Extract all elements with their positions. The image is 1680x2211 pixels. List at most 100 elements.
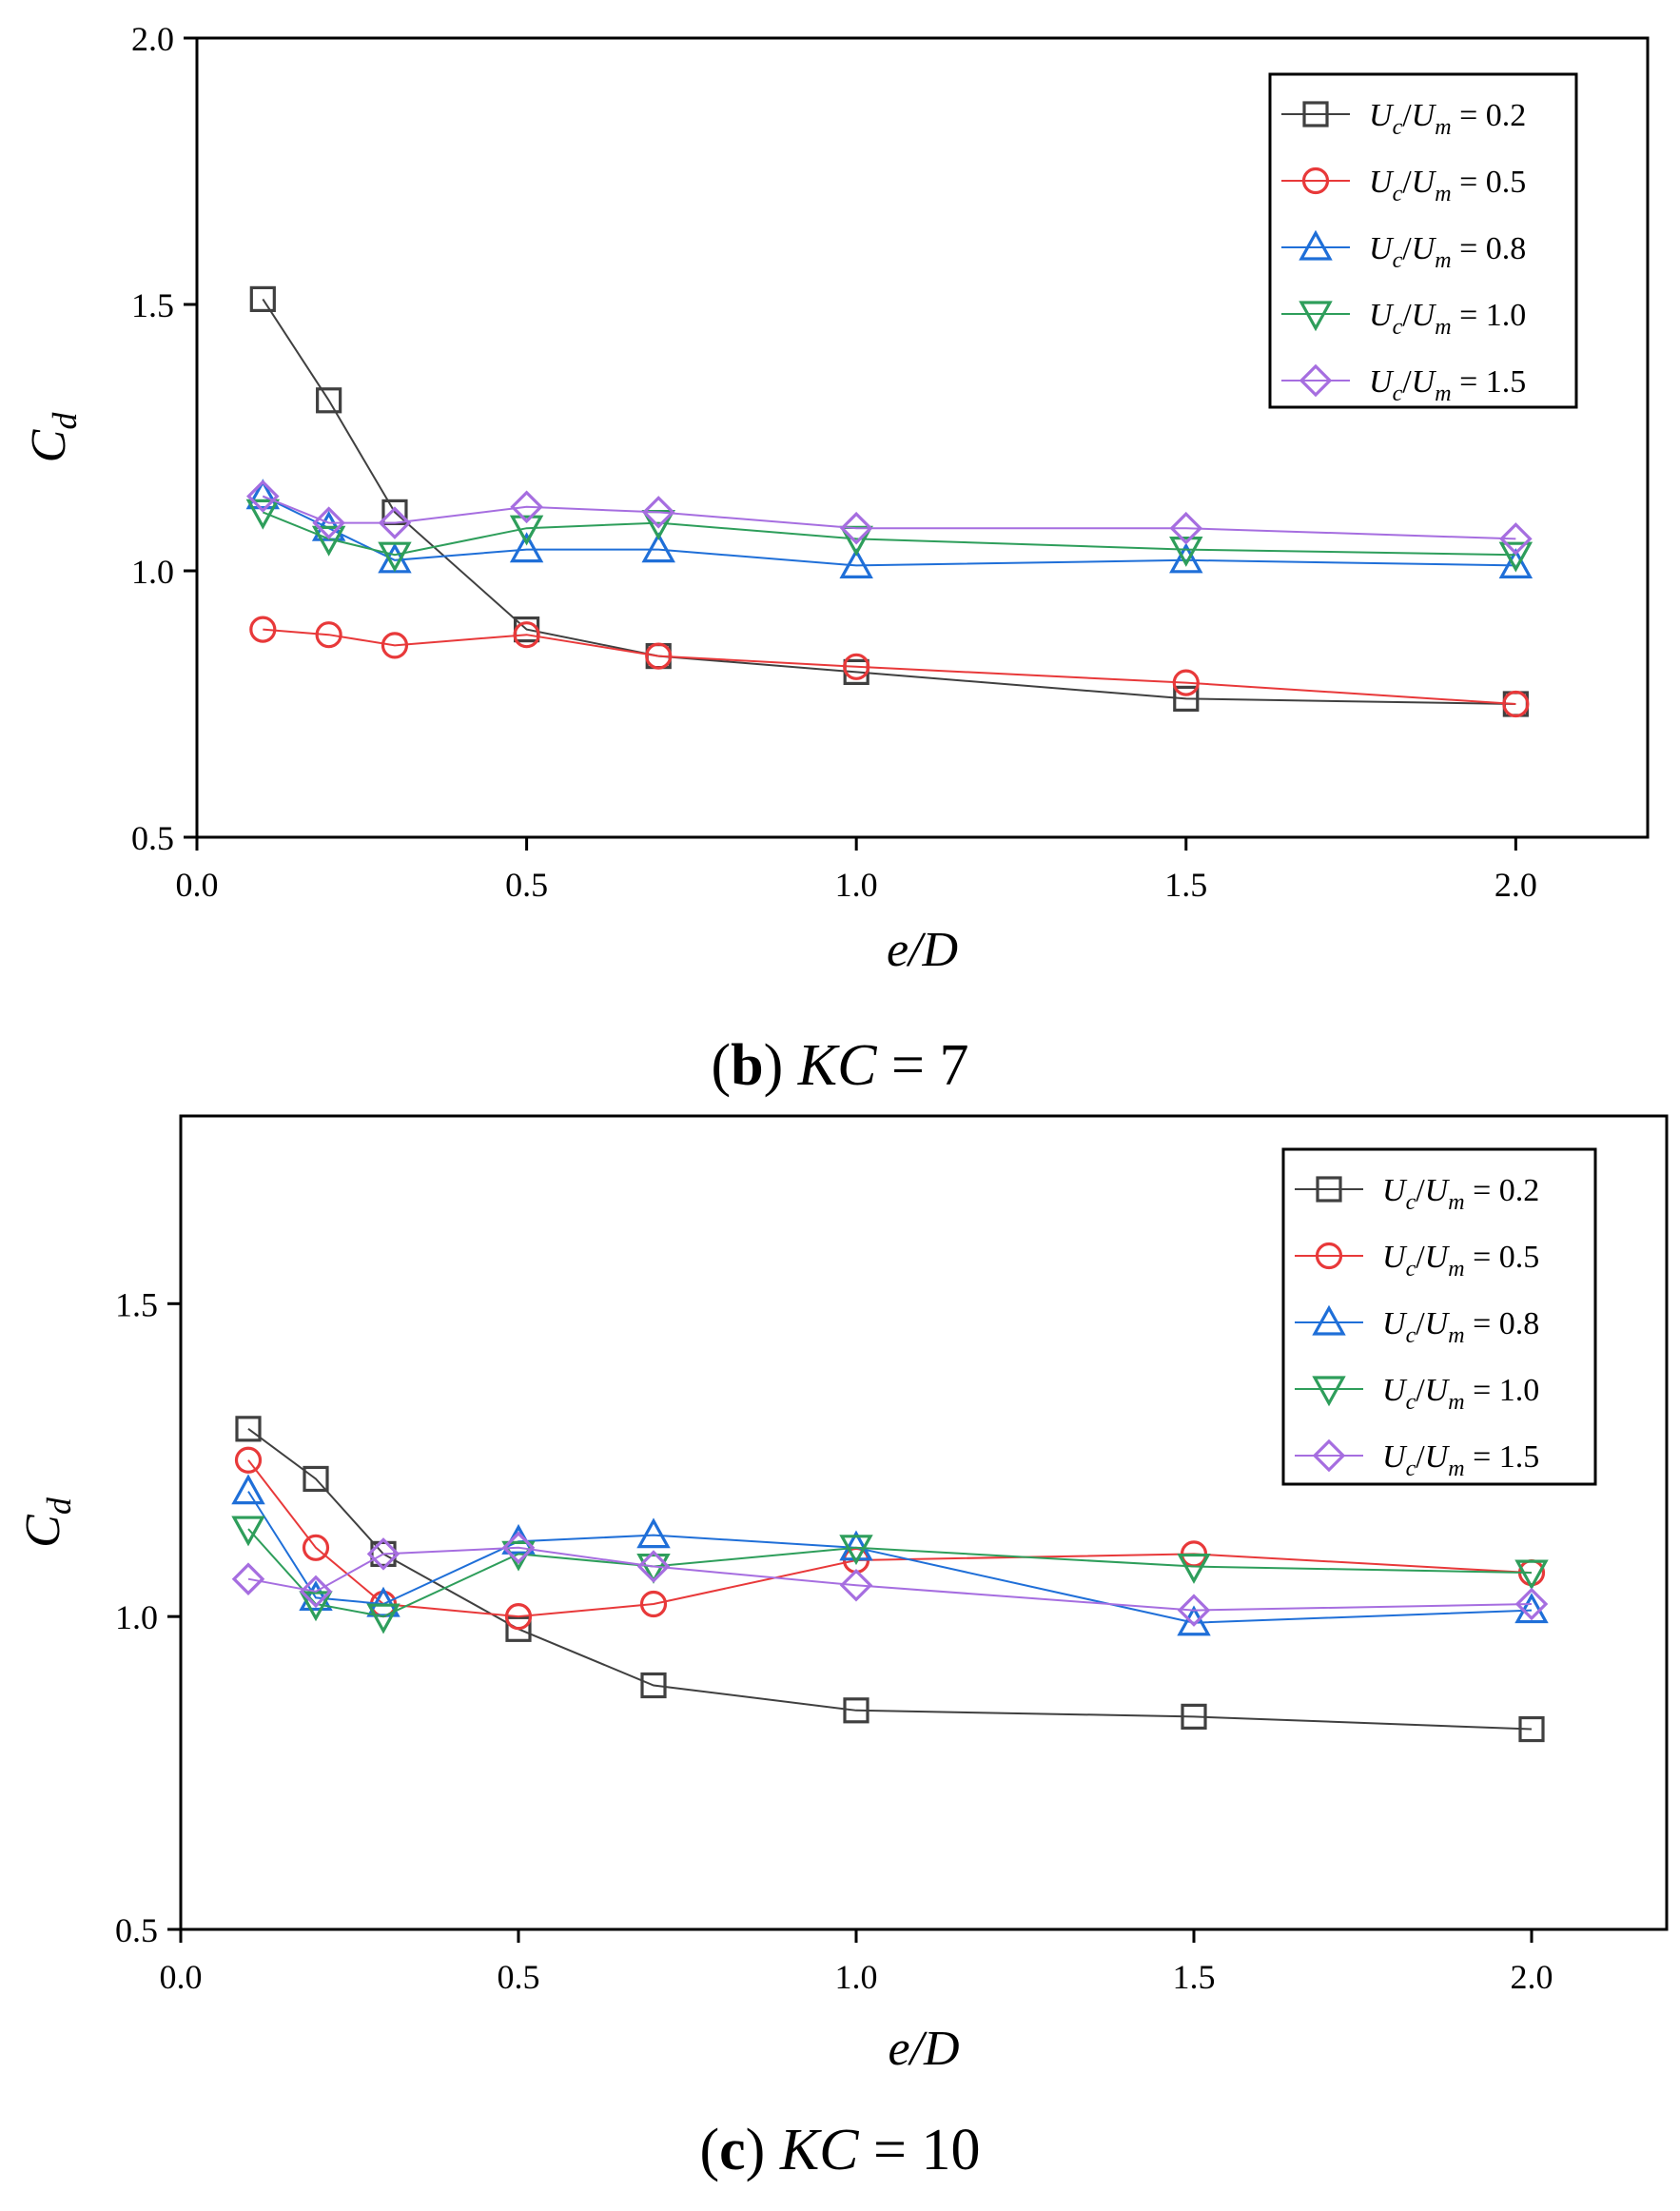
x-axis-label: e/D (887, 923, 958, 977)
data-point (312, 506, 345, 539)
x-axis-label: e/D (888, 2022, 959, 2076)
data-point (641, 496, 675, 529)
data-point (366, 1537, 400, 1571)
y-tick-label: 1.0 (131, 553, 174, 591)
data-point (839, 548, 873, 579)
data-point (1514, 1593, 1549, 1624)
data-point (1514, 1559, 1549, 1591)
x-tick-label: 1.5 (1164, 866, 1207, 904)
data-point (843, 653, 870, 680)
y-tick-label: 1.5 (131, 286, 174, 324)
x-tick-label: 2.0 (1511, 1958, 1553, 1996)
data-point (311, 525, 346, 557)
x-tick-label: 0.5 (498, 1958, 540, 1996)
data-point (1502, 690, 1530, 718)
data-point (246, 479, 280, 513)
data-point (245, 499, 281, 530)
series-line-0.8 (262, 495, 1516, 567)
data-point (510, 490, 543, 524)
data-point (1169, 511, 1203, 545)
legend-entry: Uc/Um = 1.5 (1369, 364, 1526, 406)
y-axis-label: Cd (22, 412, 84, 463)
plot-frame (179, 1114, 1669, 1931)
x-tick-label: 0.0 (160, 1958, 203, 1996)
data-point (1169, 536, 1203, 567)
data-point (636, 1550, 671, 1583)
y-axis-label: Cd (16, 1497, 78, 1548)
data-point (316, 387, 342, 414)
legend-entry: Uc/Um = 0.5 (1369, 165, 1526, 206)
data-point (509, 532, 544, 563)
x-tick-label: 0.0 (176, 866, 219, 904)
data-point (231, 1562, 265, 1595)
data-point (641, 532, 675, 563)
data-point (315, 621, 342, 649)
data-point (509, 515, 544, 546)
legend-marker-icon (1312, 1438, 1346, 1473)
data-point (234, 1446, 263, 1474)
legend-entry: Uc/Um = 0.5 (1382, 1240, 1539, 1282)
legend-marker-icon (1302, 101, 1329, 127)
data-point (1173, 685, 1200, 713)
legend: Uc/Um = 0.2 Uc/Um = 0.5 Uc/Um = 0.8 Uc/Um =… (1281, 1147, 1597, 1486)
data-point (231, 1474, 265, 1505)
data-point (299, 1575, 333, 1609)
x-tick-label: 2.0 (1494, 866, 1537, 904)
panel-caption: (c) KC = 10 (699, 2118, 980, 2182)
data-point (513, 621, 540, 649)
y-tick-label: 0.5 (115, 1911, 158, 1949)
legend-marker-icon (1312, 1304, 1346, 1336)
data-point (249, 285, 276, 312)
data-point (1498, 548, 1533, 579)
legend-marker-icon (1299, 363, 1333, 398)
series-line-1.0 (262, 511, 1516, 557)
data-point (366, 1586, 400, 1617)
legend-marker-icon (1316, 1176, 1342, 1203)
data-point (302, 1534, 330, 1561)
data-point (1518, 1715, 1545, 1743)
data-point (843, 1697, 869, 1724)
plot-frame (195, 36, 1650, 839)
series-line-1.0 (247, 1528, 1533, 1618)
data-point (1177, 1594, 1211, 1627)
data-point (231, 1516, 265, 1547)
series-line-1.5 (262, 495, 1516, 540)
data-point (299, 1591, 333, 1622)
data-point (1499, 522, 1533, 556)
legend-marker-icon (1299, 301, 1333, 332)
x-tick-label: 1.0 (835, 1958, 878, 1996)
legend-marker-icon (1301, 166, 1330, 195)
data-point (636, 1517, 671, 1549)
legend-entry: Uc/Um = 0.8 (1369, 231, 1526, 273)
legend-entry: Uc/Um = 1.5 (1382, 1439, 1539, 1481)
data-point (245, 479, 281, 510)
data-point (381, 632, 409, 659)
y-tick-label: 1.0 (115, 1598, 158, 1636)
data-point (639, 1590, 668, 1618)
data-point (249, 616, 277, 643)
legend-entry: Uc/Um = 1.0 (1382, 1373, 1539, 1415)
data-point (1172, 669, 1200, 696)
data-point (640, 1672, 667, 1699)
data-point (1169, 542, 1203, 574)
data-point (501, 1531, 536, 1565)
legend-entry: Uc/Um = 0.2 (1382, 1173, 1539, 1215)
legend-marker-icon (1315, 1242, 1343, 1270)
data-point (1514, 1587, 1549, 1621)
legend-entry: Uc/Um = 0.2 (1369, 98, 1526, 140)
legend-entry: Uc/Um = 1.0 (1369, 298, 1526, 340)
data-point (839, 1569, 873, 1602)
x-tick-label: 0.5 (505, 866, 548, 904)
series-line-0.8 (247, 1491, 1533, 1624)
data-point (1181, 1703, 1207, 1730)
data-point (645, 642, 673, 670)
x-tick-label: 1.0 (835, 866, 878, 904)
data-point (839, 511, 873, 545)
legend-entry: Uc/Um = 0.8 (1382, 1306, 1539, 1348)
data-point (839, 1535, 873, 1566)
data-point (303, 1465, 329, 1493)
series-line-0.5 (263, 628, 1516, 705)
